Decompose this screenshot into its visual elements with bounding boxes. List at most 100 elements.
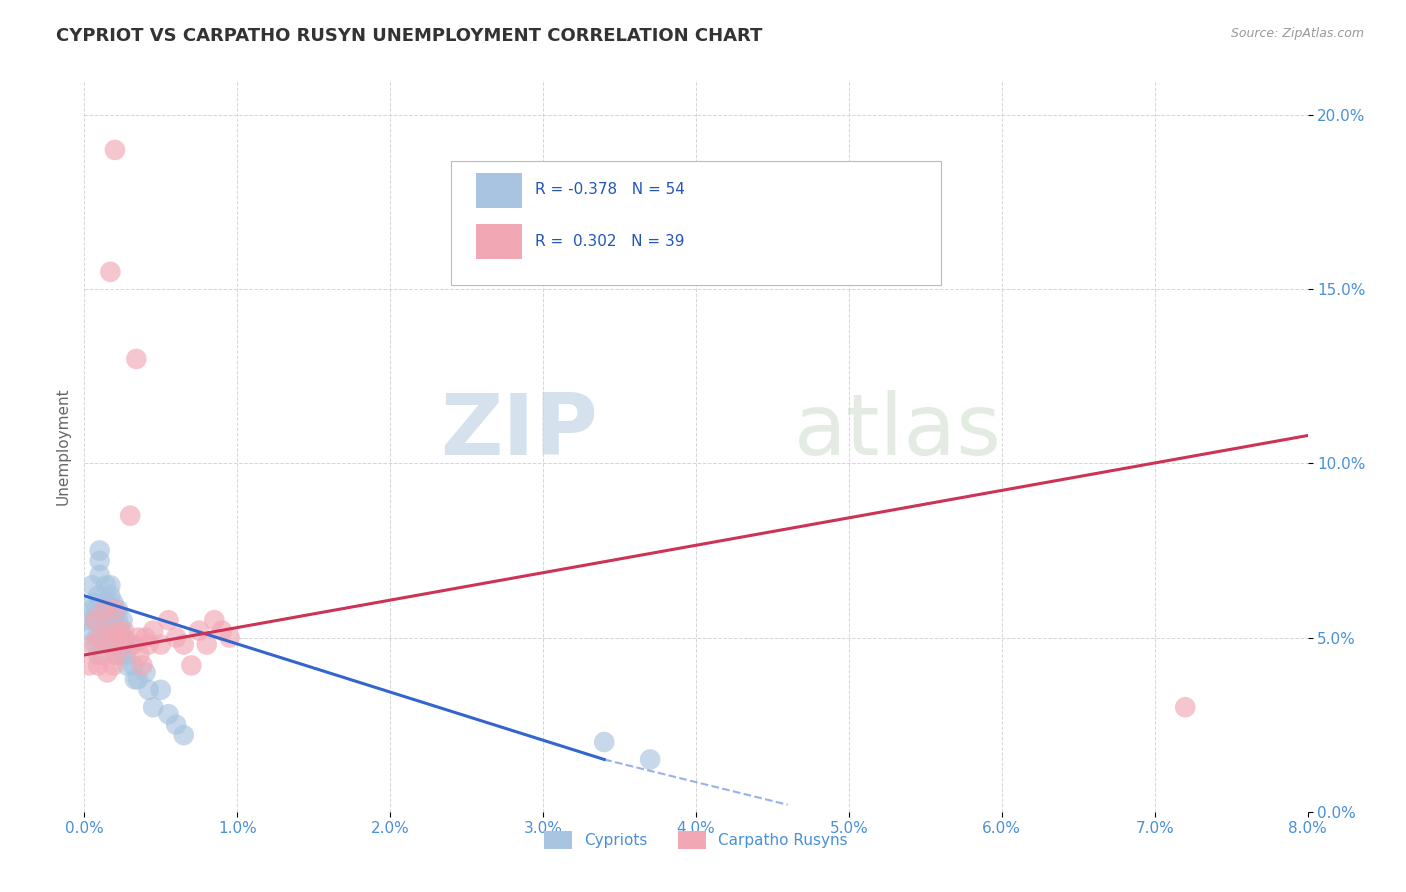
Text: R =  0.302   N = 39: R = 0.302 N = 39 [534, 234, 683, 249]
Point [111, 638, 134, 652]
Point [135, 631, 157, 645]
Point [98, 589, 121, 603]
Point [98, 265, 121, 279]
Point [110, 624, 132, 638]
Point [195, 638, 218, 652]
Point [84, 613, 107, 627]
Point [108, 638, 131, 652]
Point [157, 613, 180, 627]
Point [86, 631, 108, 645]
Point [94, 578, 117, 592]
Text: CYPRIOT VS CARPATHO RUSYN UNEMPLOYMENT CORRELATION CHART: CYPRIOT VS CARPATHO RUSYN UNEMPLOYMENT C… [56, 27, 762, 45]
Point [157, 707, 180, 722]
Point [202, 613, 225, 627]
Text: Source: ZipAtlas.com: Source: ZipAtlas.com [1230, 27, 1364, 40]
Point [124, 673, 146, 687]
Point [101, 613, 124, 627]
Point [103, 596, 125, 610]
Point [165, 631, 187, 645]
Point [79, 624, 101, 638]
Point [108, 631, 131, 645]
Point [83, 596, 105, 610]
Point [120, 638, 142, 652]
Point [98, 578, 121, 592]
Point [86, 603, 108, 617]
Text: R = -0.378   N = 54: R = -0.378 N = 54 [534, 183, 685, 197]
Point [173, 638, 195, 652]
Point [89, 631, 111, 645]
Point [93, 603, 115, 617]
FancyBboxPatch shape [475, 173, 522, 209]
Point [87, 658, 110, 673]
Point [111, 631, 134, 645]
Point [96, 596, 118, 610]
Point [1174, 700, 1197, 714]
Point [105, 648, 128, 662]
Point [91, 631, 114, 645]
Point [142, 700, 165, 714]
Point [97, 603, 120, 617]
Text: ZIP: ZIP [440, 390, 598, 473]
Y-axis label: Unemployment: Unemployment [55, 387, 70, 505]
Point [127, 631, 149, 645]
Point [122, 638, 145, 652]
Point [122, 658, 145, 673]
Point [188, 624, 211, 638]
Point [87, 589, 110, 603]
FancyBboxPatch shape [451, 161, 941, 285]
Point [138, 682, 160, 697]
Point [104, 613, 127, 627]
Point [149, 682, 172, 697]
Point [91, 648, 114, 662]
Point [131, 658, 153, 673]
Point [77, 658, 100, 673]
Point [104, 631, 127, 645]
Point [103, 658, 125, 673]
Point [211, 624, 233, 638]
Point [112, 624, 135, 638]
Point [93, 603, 115, 617]
Point [173, 728, 195, 742]
Point [115, 658, 138, 673]
Point [80, 578, 103, 592]
Point [80, 603, 103, 617]
Point [107, 603, 129, 617]
Text: atlas: atlas [794, 390, 1002, 473]
Point [89, 554, 111, 568]
Point [114, 648, 136, 662]
Point [101, 638, 124, 652]
FancyBboxPatch shape [475, 225, 522, 260]
Point [120, 508, 142, 523]
Point [89, 567, 111, 582]
Point [89, 543, 111, 558]
Point [91, 596, 114, 610]
Point [165, 717, 187, 731]
Point [107, 613, 129, 627]
Point [593, 735, 616, 749]
Point [84, 638, 107, 652]
Point [112, 631, 135, 645]
Point [97, 624, 120, 638]
Point [111, 613, 134, 627]
Point [96, 613, 118, 627]
Point [87, 648, 110, 662]
Point [125, 351, 148, 366]
Point [127, 673, 149, 687]
Point [128, 648, 150, 662]
Legend: Cypriots, Carpatho Rusyns: Cypriots, Carpatho Rusyns [538, 824, 853, 855]
Point [142, 624, 165, 638]
Point [638, 752, 661, 766]
Point [96, 665, 118, 680]
Point [180, 658, 202, 673]
Point [218, 631, 240, 645]
Point [104, 143, 127, 157]
Point [101, 638, 124, 652]
Point [77, 613, 100, 627]
Point [108, 648, 131, 662]
Point [149, 638, 172, 652]
Point [93, 613, 115, 627]
Point [84, 613, 107, 627]
Point [138, 638, 160, 652]
Point [104, 603, 127, 617]
Point [80, 638, 103, 652]
